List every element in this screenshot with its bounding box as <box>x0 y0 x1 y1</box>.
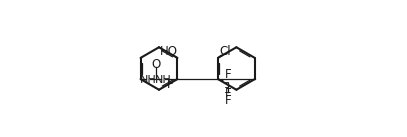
Text: F: F <box>167 78 174 91</box>
Text: NH: NH <box>140 75 157 85</box>
Text: F: F <box>225 87 231 100</box>
Text: HO: HO <box>160 45 178 58</box>
Text: NH: NH <box>155 75 172 85</box>
Text: F: F <box>225 94 231 106</box>
Text: O: O <box>151 58 161 71</box>
Text: Cl: Cl <box>219 45 231 58</box>
Text: F: F <box>225 68 231 81</box>
